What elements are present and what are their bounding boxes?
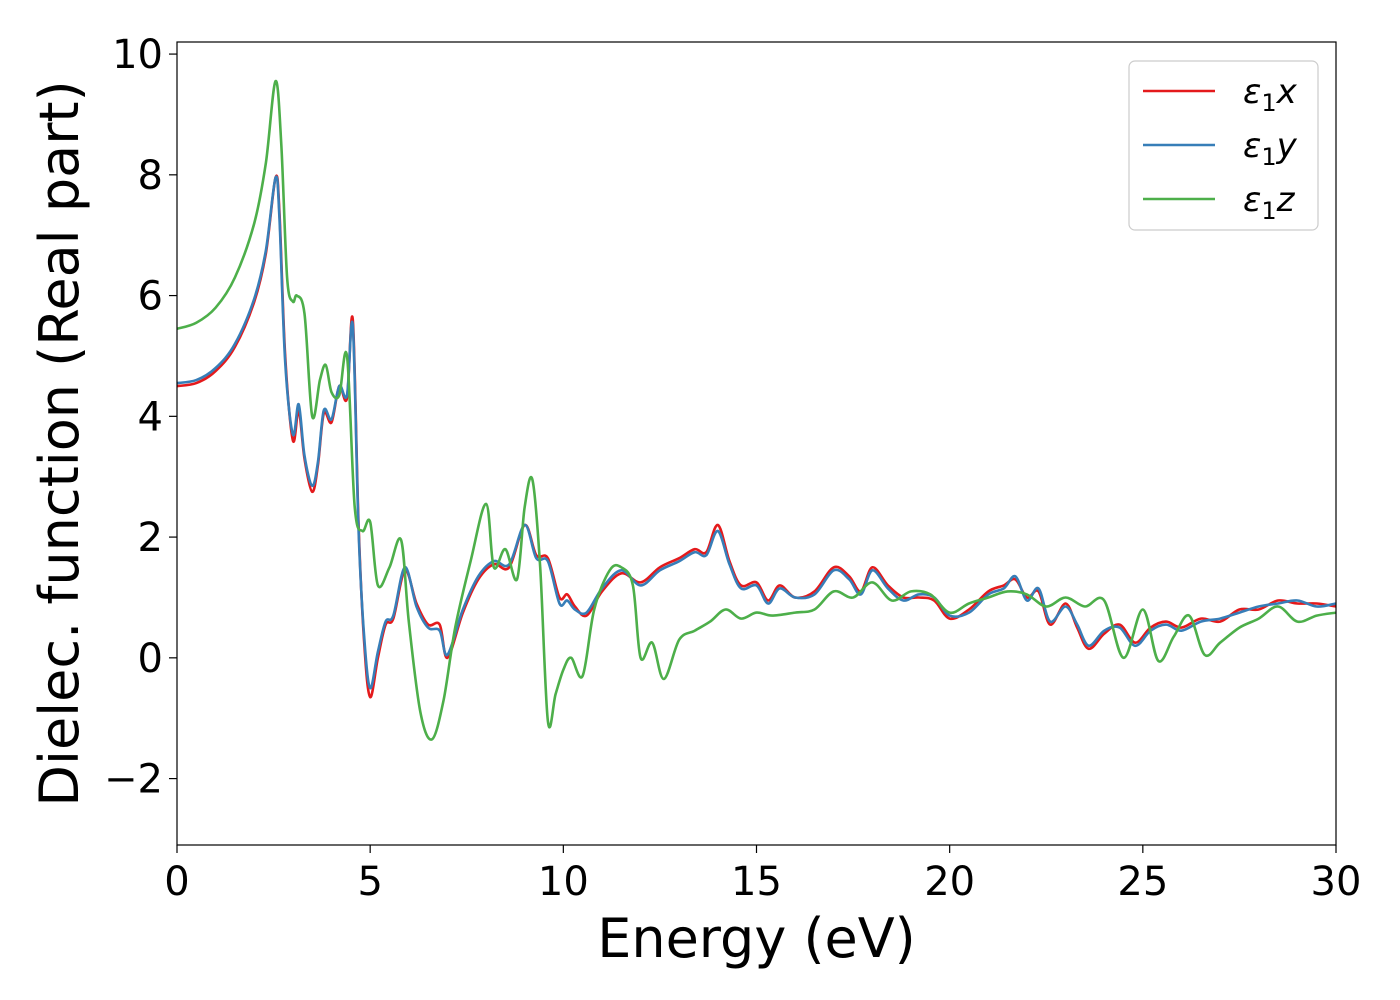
- y-tick-label: −2: [104, 757, 163, 803]
- y-tick-label: 6: [138, 274, 163, 320]
- y-tick-label: 4: [138, 394, 163, 440]
- x-tick-label: 0: [164, 859, 189, 905]
- legend-label-y: ε1y: [1243, 126, 1298, 171]
- x-tick-label: 25: [1117, 859, 1168, 905]
- series-line-y: [177, 175, 1336, 690]
- series-line-x: [177, 174, 1336, 699]
- x-axis: 0 5 10 15 20 25 30: [164, 845, 1361, 905]
- x-tick-label: 30: [1311, 859, 1362, 905]
- y-tick-label: 10: [112, 32, 163, 78]
- x-tick-label: 20: [924, 859, 975, 905]
- series-line-z: [177, 79, 1336, 741]
- x-tick-label: 10: [538, 859, 589, 905]
- x-tick-label: 15: [731, 859, 782, 905]
- legend-label-z: ε1z: [1243, 180, 1296, 225]
- y-tick-label: 2: [138, 515, 163, 561]
- x-axis-title: Energy (eV): [597, 907, 916, 970]
- legend-box: [1128, 60, 1319, 231]
- y-axis-title: Dielec. function (Real part): [28, 80, 91, 806]
- y-tick-label: 0: [138, 636, 163, 682]
- x-tick-label: 5: [357, 859, 382, 905]
- y-tick-label: 8: [138, 153, 163, 199]
- legend-label-x: ε1x: [1243, 72, 1298, 117]
- legend-items: ε1x ε1y ε1z: [1143, 72, 1298, 225]
- y-axis: −2 0 2 4 6 8 10: [104, 32, 177, 803]
- series-layer: [177, 79, 1336, 741]
- legend: ε1x ε1y ε1z: [1128, 60, 1319, 231]
